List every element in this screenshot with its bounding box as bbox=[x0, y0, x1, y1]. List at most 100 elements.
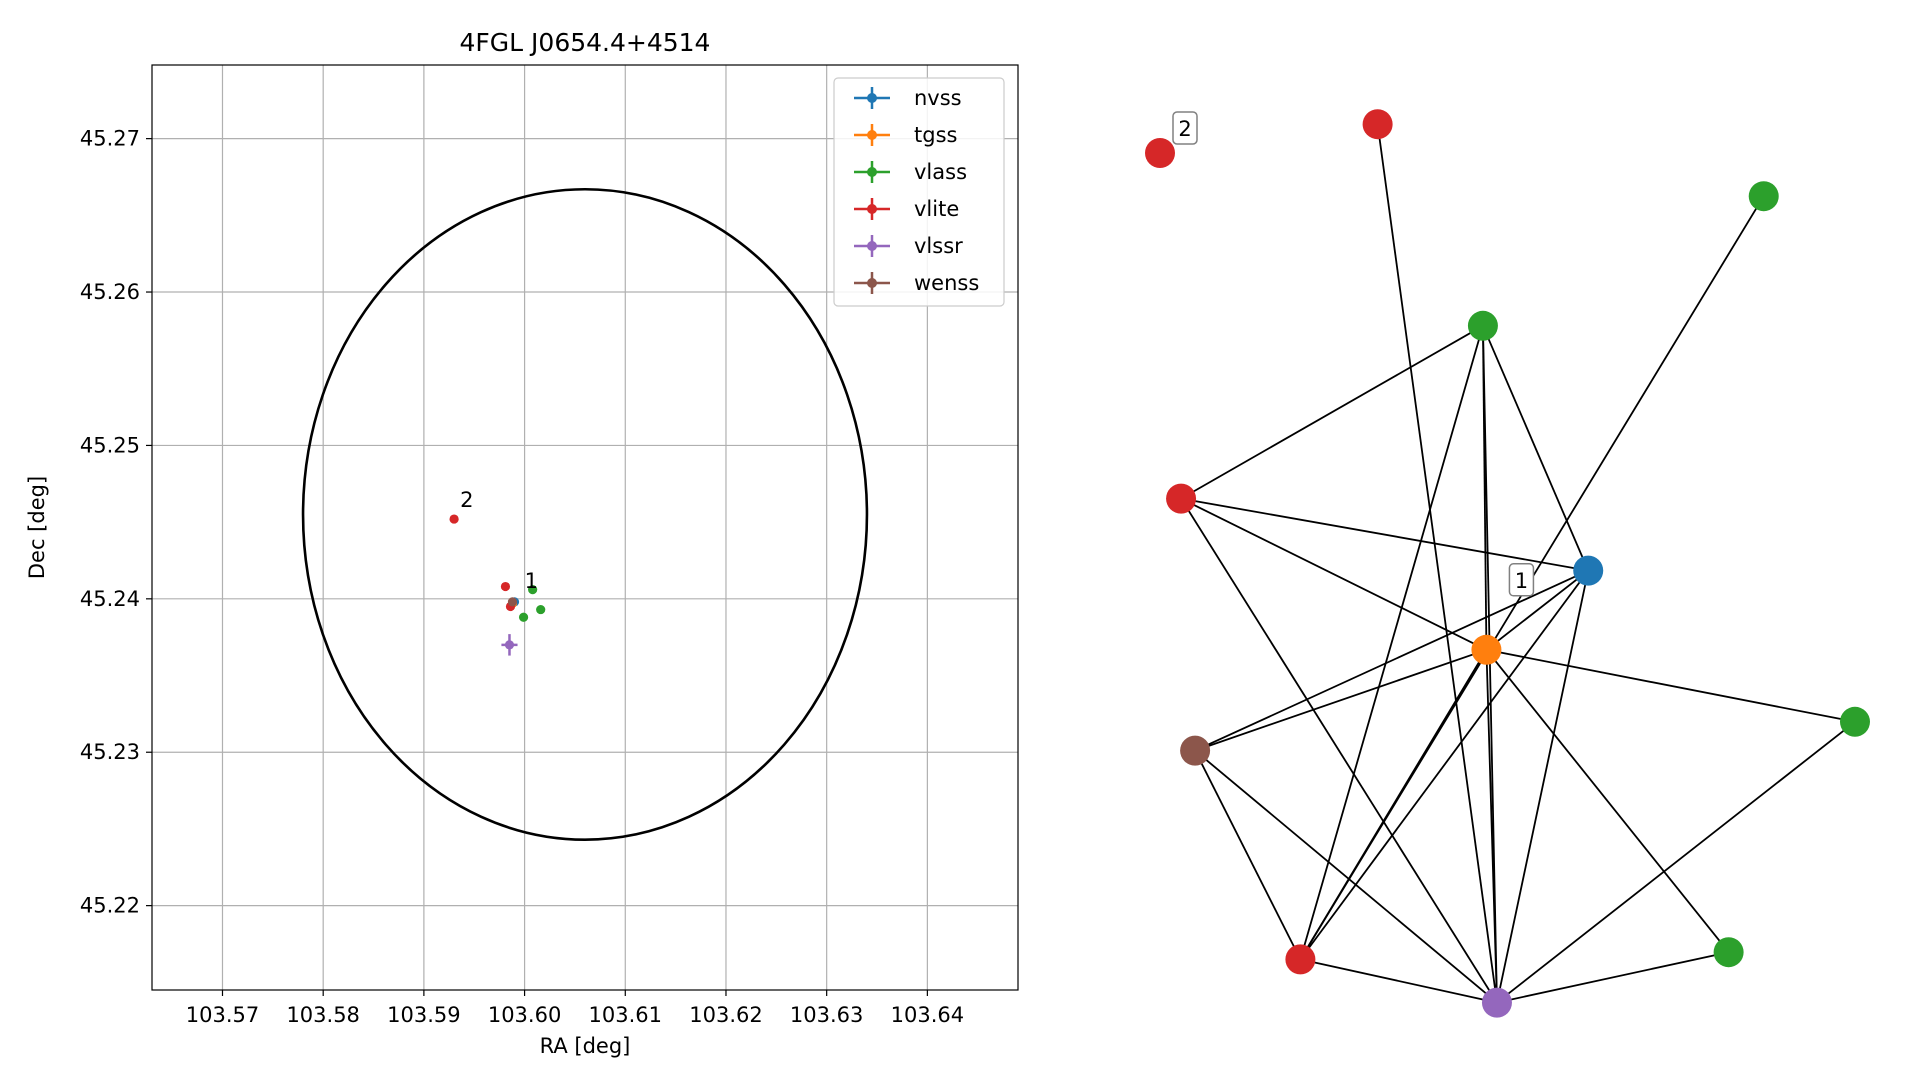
marker bbox=[449, 514, 459, 524]
network-node bbox=[1481, 987, 1512, 1018]
network-label: 1 bbox=[1508, 563, 1535, 597]
network-edge bbox=[1180, 498, 1498, 1004]
legend-label: vlass bbox=[914, 160, 967, 184]
network-edge bbox=[1194, 569, 1589, 752]
legend-marker bbox=[867, 130, 877, 140]
network-edge bbox=[1180, 497, 1589, 572]
network-edge bbox=[1376, 124, 1498, 1003]
x-tick-label: 103.59 bbox=[387, 1003, 460, 1027]
legend-label: wenss bbox=[914, 271, 979, 295]
network-label: 2 bbox=[1172, 111, 1198, 145]
x-tick-label: 103.64 bbox=[891, 1003, 964, 1027]
y-axis-label: Dec [deg] bbox=[25, 476, 49, 579]
network-label-box bbox=[1172, 111, 1198, 145]
annotation-layer: 12 bbox=[460, 488, 538, 593]
network-edge bbox=[1496, 951, 1729, 1004]
x-tick-label: 103.58 bbox=[286, 1003, 359, 1027]
network-edge bbox=[1300, 958, 1498, 1004]
network-edge bbox=[1194, 648, 1487, 752]
network-node bbox=[1166, 483, 1197, 514]
network-edge bbox=[1486, 648, 1856, 723]
scatter-panel: 12 103.57 103.58 103.59 103.60 103.61 103.62 1… bbox=[25, 28, 1019, 1058]
network-edge bbox=[1485, 649, 1730, 953]
points-layer bbox=[449, 514, 546, 656]
x-tick-label: 103.61 bbox=[589, 1003, 662, 1027]
legend-marker bbox=[867, 241, 877, 251]
network-label-box bbox=[1508, 563, 1535, 597]
marker bbox=[500, 581, 511, 592]
network-node bbox=[1180, 735, 1211, 766]
network-edge bbox=[1496, 570, 1590, 1003]
marker bbox=[528, 585, 538, 595]
y-tick-label: 45.22 bbox=[80, 894, 140, 918]
legend-label: nvss bbox=[914, 86, 962, 110]
marker bbox=[536, 604, 546, 615]
ellipse-layer bbox=[301, 187, 869, 841]
point-annotation: 2 bbox=[460, 488, 473, 512]
legend-item-vlite: vlite bbox=[854, 197, 959, 221]
network-edge bbox=[1496, 721, 1856, 1004]
data-point-vlass bbox=[518, 612, 529, 622]
legend-marker bbox=[867, 93, 877, 103]
data-point-vlass bbox=[536, 604, 546, 615]
legend-item-nvss: nvss bbox=[854, 86, 962, 110]
network-node bbox=[1285, 944, 1316, 975]
legend-item-tgss: tgss bbox=[854, 123, 957, 147]
point-annotation: 1 bbox=[525, 569, 538, 593]
network-edge bbox=[1180, 325, 1484, 500]
legend-item-vlssr: vlssr bbox=[854, 234, 963, 258]
legend-marker bbox=[867, 204, 877, 214]
legend-marker bbox=[867, 167, 877, 177]
axes-frame bbox=[151, 64, 1019, 991]
network-node bbox=[1145, 138, 1175, 168]
network-node bbox=[1471, 634, 1502, 665]
network-node bbox=[1839, 706, 1870, 737]
network-edge bbox=[1299, 649, 1488, 960]
x-tick-label: 103.60 bbox=[488, 1003, 561, 1027]
network-node bbox=[1573, 555, 1604, 586]
network-label-text: 2 bbox=[1178, 117, 1191, 141]
network-panel: 12 bbox=[1145, 109, 1870, 1018]
legend-item-vlass: vlass bbox=[854, 160, 967, 184]
data-point-vlite bbox=[500, 581, 511, 592]
ticks-layer: 103.57 103.58 103.59 103.60 103.61 103.62 103.… bbox=[80, 127, 964, 1027]
y-tick-label: 45.24 bbox=[80, 587, 140, 611]
chart-title: 4FGL J0654.4+4514 bbox=[460, 28, 711, 57]
legend-item-wenss: wenss bbox=[854, 271, 979, 295]
network-node bbox=[1748, 181, 1779, 212]
network-node bbox=[1713, 937, 1744, 968]
uncertainty-ellipse bbox=[301, 187, 869, 841]
network-edge bbox=[1299, 325, 1484, 960]
marker bbox=[504, 640, 515, 650]
network-nodes bbox=[1145, 109, 1870, 1018]
network-edge bbox=[1485, 569, 1589, 651]
network-edge bbox=[1180, 497, 1487, 651]
network-edge bbox=[1482, 325, 1590, 571]
network-edge bbox=[1485, 649, 1498, 1003]
marker bbox=[507, 597, 518, 607]
network-labels: 12 bbox=[1172, 111, 1535, 597]
x-tick-label: 103.63 bbox=[790, 1003, 863, 1027]
network-label-text: 1 bbox=[1515, 569, 1528, 593]
data-point-vlite bbox=[449, 514, 459, 524]
x-tick-label: 103.57 bbox=[186, 1003, 259, 1027]
network-node bbox=[1467, 310, 1498, 341]
legend-marker bbox=[867, 278, 877, 288]
legend-label: vlssr bbox=[914, 234, 963, 258]
network-edge bbox=[1194, 749, 1498, 1004]
legend-label: tgss bbox=[914, 123, 957, 147]
legend-label: vlite bbox=[914, 197, 959, 221]
data-point-vlssr bbox=[501, 634, 518, 656]
y-tick-label: 45.26 bbox=[80, 280, 140, 304]
legend: nvss tgss vlass vlite vlssr wenss bbox=[833, 77, 1005, 307]
network-node bbox=[1362, 109, 1393, 140]
network-edge bbox=[1299, 570, 1589, 960]
x-axis-label: RA [deg] bbox=[540, 1034, 631, 1058]
marker bbox=[518, 612, 529, 622]
x-tick-label: 103.62 bbox=[689, 1003, 762, 1027]
y-tick-label: 45.25 bbox=[80, 433, 140, 457]
data-point-vlass bbox=[528, 585, 538, 595]
y-tick-label: 45.27 bbox=[80, 127, 140, 151]
data-point-wenss bbox=[507, 597, 518, 607]
